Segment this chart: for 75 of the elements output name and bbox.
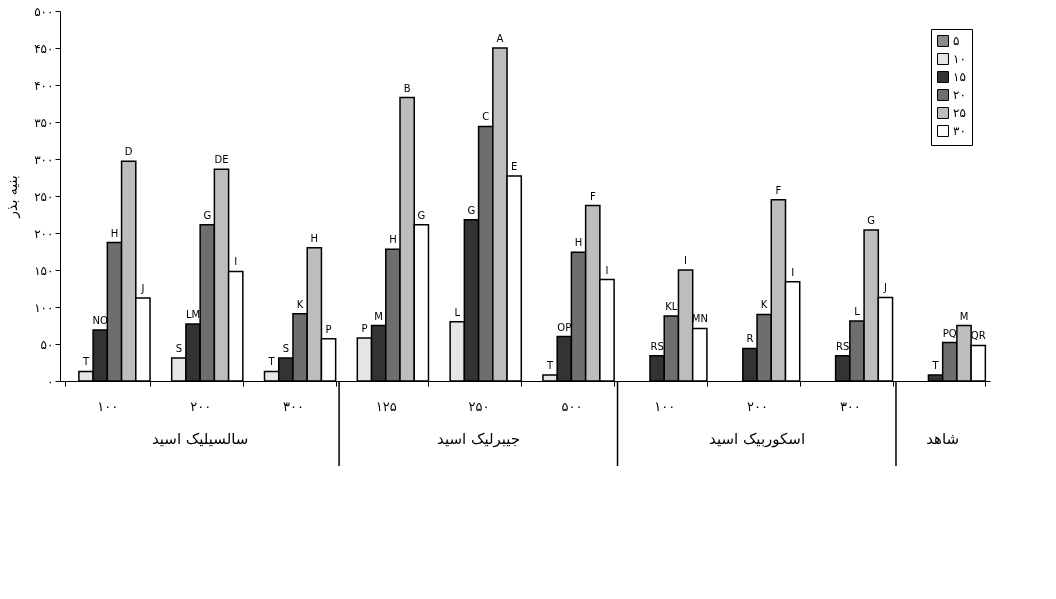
x-tick-label: ۱۲۵ [375,398,397,414]
x-tick-label: ۳۰۰ [839,398,861,414]
x-tick-label: ۲۵۰ [468,398,490,414]
legend-label: ۲۰ [953,88,966,102]
data-label: T [267,356,276,368]
text: سالسیلیک اسید [151,430,249,448]
legend-label: ۲۵ [953,106,966,120]
y-tick-label: ۴۵۰ [34,41,54,56]
data-label: P [361,323,368,335]
y-tick-label: ۵۰۰ [34,4,54,19]
data-label: E [511,161,518,173]
data-label: G [417,209,426,221]
text: جیبرلیک اسید [437,430,521,448]
data-label: L [454,306,461,318]
legend-label: ۱۵ [953,70,966,84]
data-label: G [867,215,876,227]
data-label: F [775,184,782,196]
y-tick-label: ۱۰۰ [34,300,54,315]
data-label: OP [557,321,572,333]
data-label: J [140,283,145,295]
data-label: P [325,323,332,335]
data-label: I [234,256,238,268]
data-label: J [882,282,887,294]
data-label: DE [214,154,229,166]
text: شاهد [926,430,960,448]
data-label: G [467,204,476,216]
data-label: T [81,356,90,368]
data-label: K [760,299,768,311]
data-label: F [589,190,596,202]
data-label: NO [92,314,109,326]
y-tick-label: ۲۰۰ [34,226,54,241]
y-axis-title: بنیه بذر [4,175,22,219]
x-tick-label: ۳۰۰ [282,398,304,414]
y-tick-label: ۵۰ [40,337,54,352]
data-label: I [791,266,795,278]
data-label: T [546,360,555,372]
y-tick-label: ۰ [47,374,54,389]
data-label: I [605,264,609,276]
data-label: R [746,333,754,345]
data-label: D [124,146,133,158]
y-tick-label: ۲۵۰ [34,189,54,204]
x-tick-label: ۱۰۰ [97,398,119,414]
data-label: M [959,310,969,322]
y-tick-label: ۳۰۰ [34,152,54,167]
data-label: H [389,234,397,246]
data-label: MN [691,313,708,325]
data-label: T [931,360,940,372]
legend-label: ۱۰ [953,52,966,66]
data-label: H [310,232,319,244]
data-label: H [110,227,119,239]
x-tick-label: ۵۰۰ [561,398,583,414]
y-tick-label: ۱۵۰ [34,263,54,278]
data-label: M [374,310,383,322]
data-label: L [854,306,861,318]
y-tick-label: ۴۰۰ [34,78,54,93]
data-label: S [175,343,182,355]
legend-label: ۳۰ [953,124,966,138]
data-label: KL [665,300,678,312]
data-label: PQ [942,327,957,339]
data-label: RS [650,340,664,352]
data-label: A [496,33,504,44]
x-tick-label: ۲۰۰ [747,398,769,414]
data-label: C [482,111,490,123]
text: اسکوربیک اسید [709,430,806,448]
data-label: K [296,298,304,310]
x-tick-label: ۲۰۰ [190,398,212,414]
legend-label: ۵ [953,34,960,48]
data-label: I [684,255,688,266]
data-label: B [403,82,411,94]
y-tick-label: ۳۵۰ [34,115,54,130]
data-label: G [203,209,212,221]
data-label: S [282,343,290,355]
data-label: RS [836,340,850,352]
x-tick-label: ۱۰۰ [654,398,676,414]
data-label: H [574,237,583,249]
